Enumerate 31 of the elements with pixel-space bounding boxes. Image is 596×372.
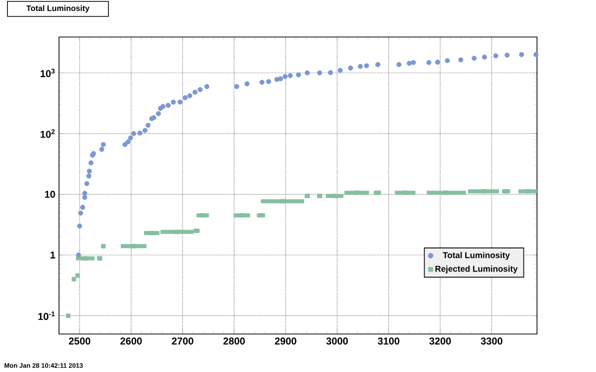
y-tick-label: 10$^{3}$ — [40, 68, 55, 78]
x-tick-label: 2900 — [274, 338, 296, 345]
point — [354, 190, 359, 195]
x-tick-label: 2600 — [120, 338, 142, 345]
point — [526, 189, 530, 194]
point — [72, 276, 76, 282]
x-tick-label: 2500 — [68, 338, 90, 345]
point — [131, 244, 136, 248]
point — [402, 190, 408, 195]
point — [481, 189, 486, 194]
x-tick-label: 3000 — [326, 338, 348, 345]
point — [280, 199, 285, 204]
y-tick-label: 10$^{2}$ — [40, 129, 55, 138]
legend-label: Total Luminosity — [442, 252, 510, 260]
x-tick-label: 2800 — [223, 338, 245, 345]
point — [200, 213, 205, 218]
point — [83, 256, 88, 261]
point — [174, 230, 180, 234]
y-tick-label: 10 — [45, 190, 56, 198]
y-tick-label: 1 — [50, 252, 56, 258]
point — [75, 273, 80, 278]
point — [332, 194, 337, 198]
x-tick-label: 2700 — [172, 338, 194, 345]
x-tick-label: 3300 — [480, 338, 502, 345]
x-tick-label: 3100 — [378, 338, 400, 345]
point — [150, 230, 154, 236]
legend-label: Rejected Luminosity — [435, 266, 518, 274]
point — [240, 213, 244, 218]
x-tick-label: 3200 — [429, 338, 451, 345]
y-tick-label: 10$^{-1}$ — [38, 311, 55, 320]
point — [444, 190, 449, 195]
